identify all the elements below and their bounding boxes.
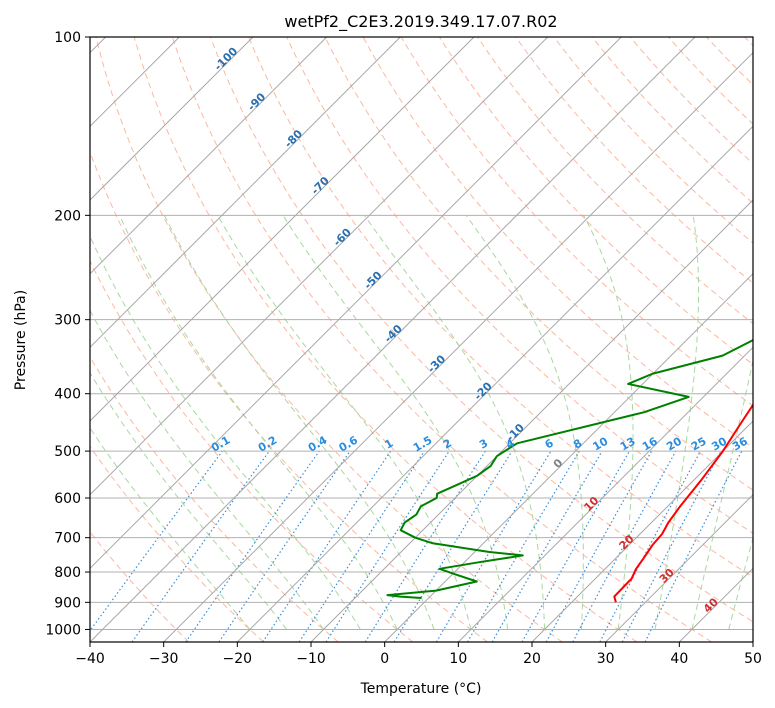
dry-adiabat <box>90 445 264 642</box>
isotherm-gridline <box>90 37 696 642</box>
y-tick-label: 200 <box>54 208 81 224</box>
isotherm-gridline <box>90 37 622 570</box>
chart-title: wetPf2_C2E3.2019.349.17.07.R02 <box>284 12 557 32</box>
isotherm-gridline <box>605 493 753 642</box>
y-tick-label: 900 <box>54 595 81 611</box>
mixing-ratio-line <box>298 450 425 642</box>
isotherm-gridline <box>310 199 753 642</box>
y-tick-label: 400 <box>54 387 81 403</box>
temperature-line <box>613 403 753 603</box>
dry-adiabat <box>133 37 638 642</box>
y-tick-label: 700 <box>54 531 81 547</box>
dry-adiabat <box>286 37 753 534</box>
dry-adiabat <box>515 37 753 284</box>
y-axis-label: Pressure (hPa) <box>13 290 29 390</box>
isotherm-gridline <box>531 420 753 642</box>
mixing-ratio-line <box>521 450 631 642</box>
dry-adiabat <box>171 37 712 642</box>
dry-adiabat <box>90 259 414 642</box>
isotherm-gridline <box>90 37 549 496</box>
mixing-ratio-line <box>325 450 450 642</box>
x-tick-label: −10 <box>296 651 326 667</box>
mixing-ratio-line <box>572 450 677 642</box>
dry-adiabat <box>324 37 753 491</box>
x-tick-label: 20 <box>523 651 541 667</box>
plot-frame <box>89 36 754 643</box>
y-tick-label: 600 <box>54 491 81 507</box>
x-tick-label: −20 <box>223 651 253 667</box>
y-tick-label: 1000 <box>45 622 81 638</box>
isotherm-gridline <box>457 346 753 642</box>
dewpoint-line <box>386 338 753 599</box>
grid <box>90 37 753 642</box>
isotherm-gridline <box>384 272 753 642</box>
isotherm-gridline <box>90 37 328 275</box>
isotherm-gridline <box>163 51 753 642</box>
dry-adiabat <box>248 37 753 578</box>
isotherm-gridline <box>90 37 401 349</box>
x-tick-label: −40 <box>75 651 105 667</box>
x-tick-label: 40 <box>670 651 688 667</box>
dry-adiabat <box>95 37 563 642</box>
mixing-ratio-line <box>545 450 653 642</box>
x-tick-label: 50 <box>744 651 762 667</box>
moist-adiabat <box>90 309 324 630</box>
mixing-ratio-line <box>90 450 223 632</box>
y-tick-label: 300 <box>54 313 81 329</box>
isotherm-gridline <box>90 37 254 201</box>
isotherm-gridline <box>236 125 753 642</box>
dry-adiabat <box>210 37 753 623</box>
isotherm-gridline <box>752 641 753 642</box>
isotherm-gridline <box>90 37 475 422</box>
ticks: −40 −30 −20 −10 0 10 20 30 40 50 1000 900 800 700 600 5… <box>45 30 762 667</box>
mixing-ratio-line <box>185 450 320 642</box>
x-tick-label: 30 <box>597 651 615 667</box>
y-tick-label: 800 <box>54 565 81 581</box>
x-axis-label: Temperature (°C) <box>360 681 482 697</box>
moist-adiabat <box>119 215 398 630</box>
mixing-ratio-line <box>218 450 351 642</box>
plot-background <box>90 37 753 642</box>
moist-adiabat <box>282 215 509 630</box>
y-tick-label: 500 <box>54 444 81 460</box>
mixing-ratio-line <box>131 450 270 642</box>
x-tick-label: −30 <box>149 651 179 667</box>
x-tick-label: 0 <box>380 651 389 667</box>
mixing-ratio-line <box>393 450 513 642</box>
mixing-ratio-line <box>262 450 392 642</box>
y-tick-label: 100 <box>54 30 81 46</box>
dry-adiabat <box>90 356 339 642</box>
x-tick-label: 10 <box>449 651 467 667</box>
series-layer <box>386 338 753 603</box>
mixing-ratio-line <box>644 450 743 642</box>
